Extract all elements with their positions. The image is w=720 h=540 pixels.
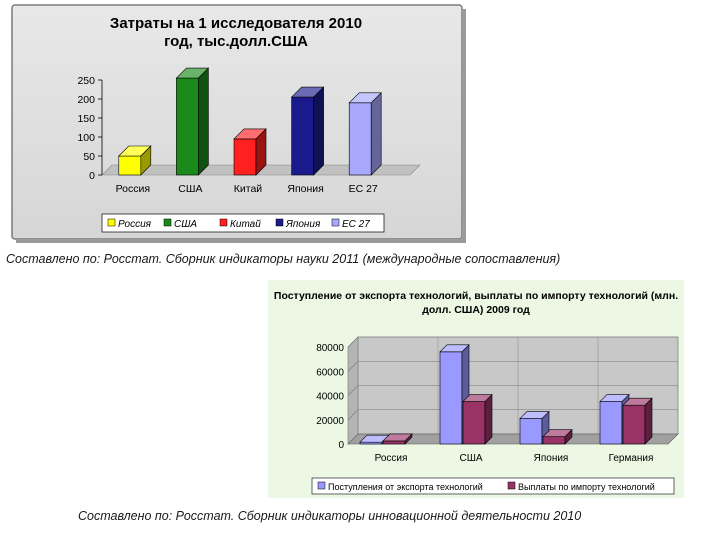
chart2-x-tick-label: Япония — [534, 453, 569, 464]
chart1-x-tick-label: Китай — [234, 183, 263, 195]
chart1-y-tick-label: 250 — [77, 75, 95, 87]
chart1-x-tick-label: Россия — [116, 183, 150, 195]
chart1-x-tick-label: США — [178, 183, 202, 195]
chart1-y-tick-label: 200 — [77, 94, 95, 106]
caption-source-first: Составлено по: Росстат. Сборник индикато… — [6, 252, 561, 266]
chart2-legend-box — [311, 477, 675, 495]
chart2-plot: 0 20000 40000 60000 80000 Россия США Япония Герм… — [316, 336, 679, 464]
chart2-bar-s2-3 — [542, 429, 573, 445]
chart1-legend-swatch — [219, 218, 228, 227]
chart2-y-tick-label: 80000 — [316, 343, 344, 354]
chart2-y-tick-label: 0 — [338, 440, 344, 451]
chart1-legend-label: Китай — [230, 219, 261, 230]
chart2-bar-s2-4 — [622, 397, 653, 445]
chart2-y-tick-label: 40000 — [316, 392, 344, 403]
chart1-bar-1 — [118, 145, 152, 176]
chart2-title-line2: долл. США) 2009 год — [422, 304, 530, 316]
chart2-y-tick-label: 20000 — [316, 416, 344, 427]
chart1-legend-swatch — [275, 218, 284, 227]
chart1-y-tick-label: 50 — [83, 151, 95, 163]
chart1-y-tick-label: 100 — [77, 132, 95, 144]
chart2-legend: Поступления от экспорта технологий Выплат… — [311, 477, 675, 495]
chart2-legend-label: Выплаты по импорту технологий — [518, 482, 655, 492]
chart1-plot: 0 50 100 150 200 250 Россия США Китай Япония ЕС 27 — [77, 67, 421, 195]
chart2-x-tick-label: Германия — [609, 453, 654, 464]
chart1-y-tick-label: 0 — [89, 170, 95, 182]
chart-researcher-expenditure: Затраты на 1 исследователя 2010 год, тыс… — [11, 4, 466, 243]
chart1-legend-label: США — [174, 219, 197, 230]
chart2-legend-label: Поступления от экспорта технологий — [328, 482, 483, 492]
chart1-legend-swatch — [107, 218, 116, 227]
chart2-bar-s2-2 — [462, 393, 493, 445]
chart2-legend-swatch — [317, 481, 326, 490]
chart1-legend-box — [101, 213, 385, 233]
chart1-title-line2: год, тыс.долл.США — [164, 33, 308, 50]
chart1-legend-label: Япония — [285, 219, 321, 230]
chart2-x-tick-label: США — [459, 453, 482, 464]
chart1-legend-label: ЕС 27 — [342, 219, 370, 230]
chart2-legend-swatch — [507, 481, 516, 490]
caption-source-second: Составлено по: Росстат. Сборник индикато… — [78, 509, 582, 523]
chart1-x-tick-label: ЕС 27 — [349, 183, 378, 195]
chart1-legend: Россия США Китай Япония ЕС 27 — [101, 213, 385, 233]
chart1-x-tick-label: Япония — [287, 183, 323, 195]
chart2-x-tick-label: Россия — [375, 453, 408, 464]
chart1-y-tick-label: 150 — [77, 113, 95, 125]
chart1-bar-4 — [290, 86, 325, 176]
chart1-bar-3 — [233, 128, 267, 176]
chart1-title-line1: Затраты на 1 исследователя 2010 — [110, 15, 362, 32]
chart1-bar-5 — [348, 92, 382, 176]
chart1-legend-swatch — [331, 218, 340, 227]
chart1-bar-2 — [175, 67, 210, 176]
chart1-legend-label: Россия — [118, 219, 152, 230]
chart2-bar-s2-1 — [382, 433, 413, 445]
chart2-title-line1: Поступление от экспорта технологий, выпл… — [274, 290, 678, 302]
chart2-y-tick-label: 60000 — [316, 367, 344, 378]
chart1-legend-swatch — [163, 218, 172, 227]
chart-technology-trade: Поступление от экспорта технологий, выпл… — [268, 280, 684, 498]
